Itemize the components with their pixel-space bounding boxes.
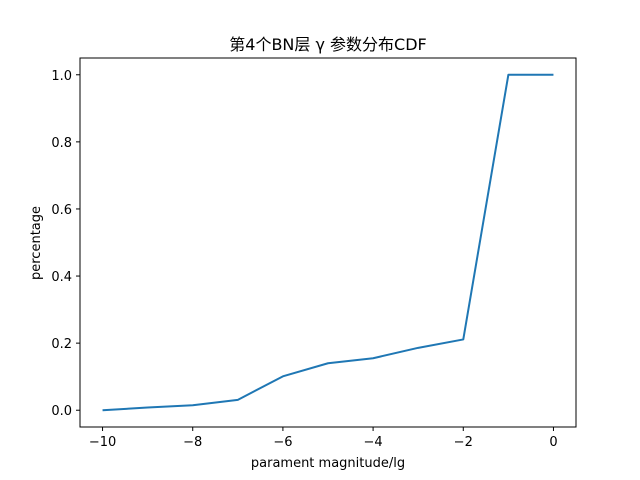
x-axis: −10 −8 −6 −4 −2 0 [89,427,558,450]
y-axis: 0.0 0.2 0.4 0.6 0.8 1.0 [51,69,80,419]
x-tick-label: 0 [549,435,557,450]
y-tick-label: 0.2 [51,337,72,352]
x-tick-label: −2 [454,435,473,450]
y-tick-label: 1.0 [51,69,72,84]
plot-frame [79,57,577,428]
chart-title: 第4个BN层 γ 参数分布CDF [229,35,426,54]
y-tick-label: 0.8 [51,136,72,151]
series-line [102,73,554,412]
x-tick-label: −8 [183,435,202,450]
x-tick-label: −4 [364,435,383,450]
x-axis-label: parament magnitude/lg [251,456,405,471]
x-tick-label: −6 [273,435,292,450]
y-axis-label: percentage [29,206,44,280]
y-tick-label: 0.0 [51,404,72,419]
x-tick-label: −10 [89,435,116,450]
y-tick-label: 0.6 [51,203,72,218]
y-tick-label: 0.4 [51,270,72,285]
